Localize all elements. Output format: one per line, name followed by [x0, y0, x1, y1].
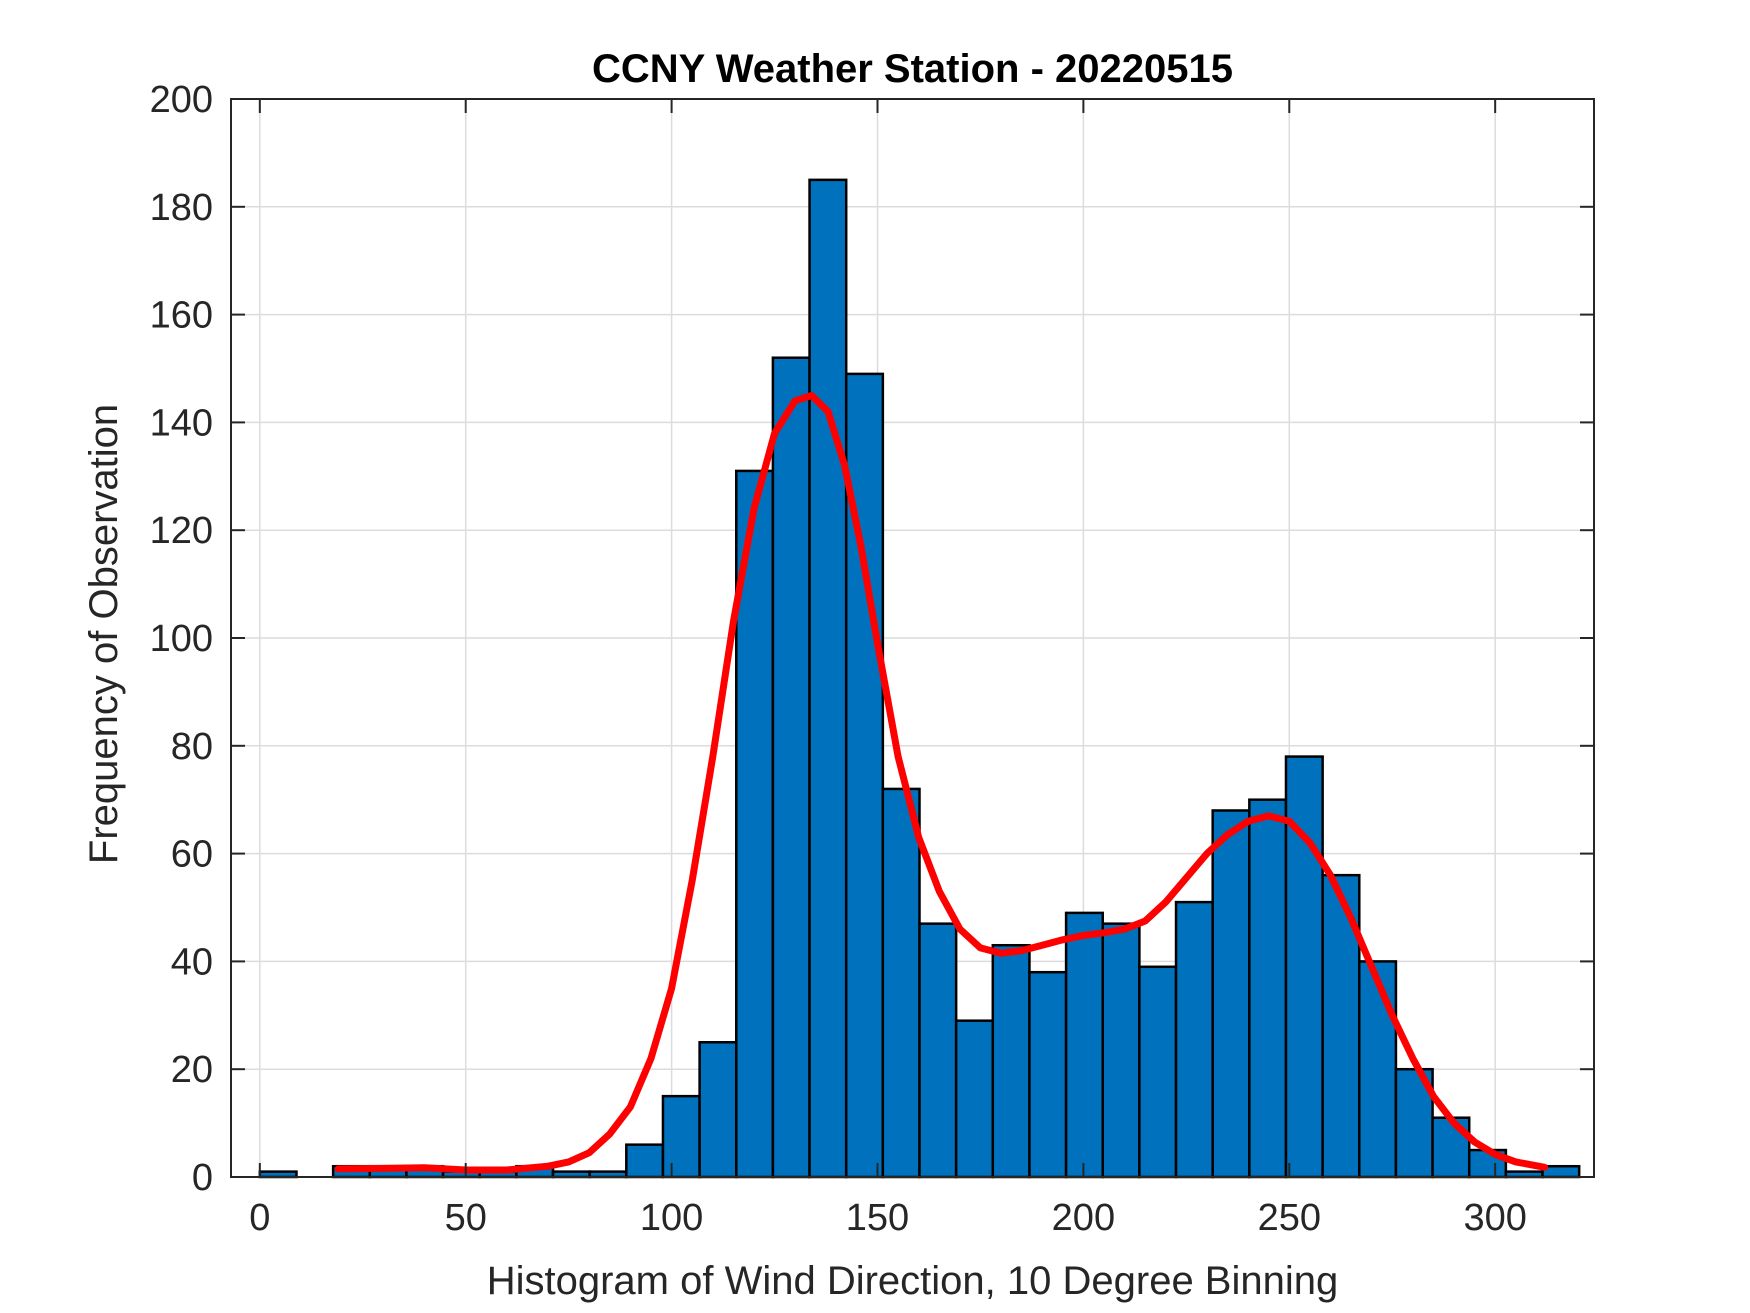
y-tick-label: 80 — [171, 726, 213, 768]
bars-layer — [258, 178, 1581, 1179]
histogram-bar — [1174, 900, 1214, 1179]
chart-title: CCNY Weather Station - 20220515 — [592, 47, 1233, 91]
histogram-bar — [1101, 922, 1141, 1179]
x-tick-label: 50 — [445, 1197, 487, 1239]
x-axis-title: Histogram of Wind Direction, 10 Degree B… — [487, 1259, 1339, 1303]
y-tick-label: 140 — [150, 402, 213, 444]
histogram-bar — [661, 1094, 701, 1179]
histogram-bar — [771, 356, 811, 1179]
histogram-bar — [1358, 960, 1398, 1179]
ticks-layer — [231, 98, 1594, 1178]
x-tick-label: 100 — [640, 1197, 703, 1239]
histogram-bar — [991, 943, 1031, 1179]
x-tick-label: 200 — [1052, 1197, 1115, 1239]
y-tick-label: 20 — [171, 1049, 213, 1091]
histogram-bar — [1028, 970, 1068, 1179]
y-tick-label: 0 — [192, 1157, 213, 1199]
x-tick-label: 250 — [1258, 1197, 1321, 1239]
histogram-bar — [1138, 965, 1178, 1179]
tick-labels-layer: 0 50 100 150 200 250 300 0 20 40 60 80 100 120 140 160 1… — [150, 79, 1527, 1239]
histogram-bar — [1211, 809, 1251, 1179]
x-tick-label: 0 — [249, 1197, 270, 1239]
y-tick-label: 120 — [150, 510, 213, 552]
y-tick-label: 60 — [171, 834, 213, 876]
histogram-bar — [954, 1019, 995, 1179]
y-tick-label: 180 — [150, 187, 213, 229]
y-axis-title: Frequency of Observation — [82, 404, 126, 864]
histogram-bar — [1431, 1116, 1471, 1179]
fit-curve-line — [334, 392, 1549, 1174]
histogram-bar — [1248, 798, 1288, 1179]
y-tick-label: 200 — [150, 79, 213, 121]
x-tick-label: 150 — [846, 1197, 909, 1239]
histogram-bar — [698, 1041, 738, 1179]
histogram-bar — [808, 178, 848, 1179]
y-tick-label: 100 — [150, 618, 213, 660]
x-tick-label: 300 — [1463, 1197, 1526, 1239]
y-tick-label: 160 — [150, 295, 213, 337]
histogram-bar — [1064, 911, 1104, 1179]
histogram-bar — [625, 1143, 665, 1179]
histogram-bar — [881, 787, 921, 1179]
y-tick-label: 40 — [171, 941, 213, 983]
fit-curve-layer — [334, 392, 1549, 1174]
histogram-bar — [918, 922, 958, 1179]
